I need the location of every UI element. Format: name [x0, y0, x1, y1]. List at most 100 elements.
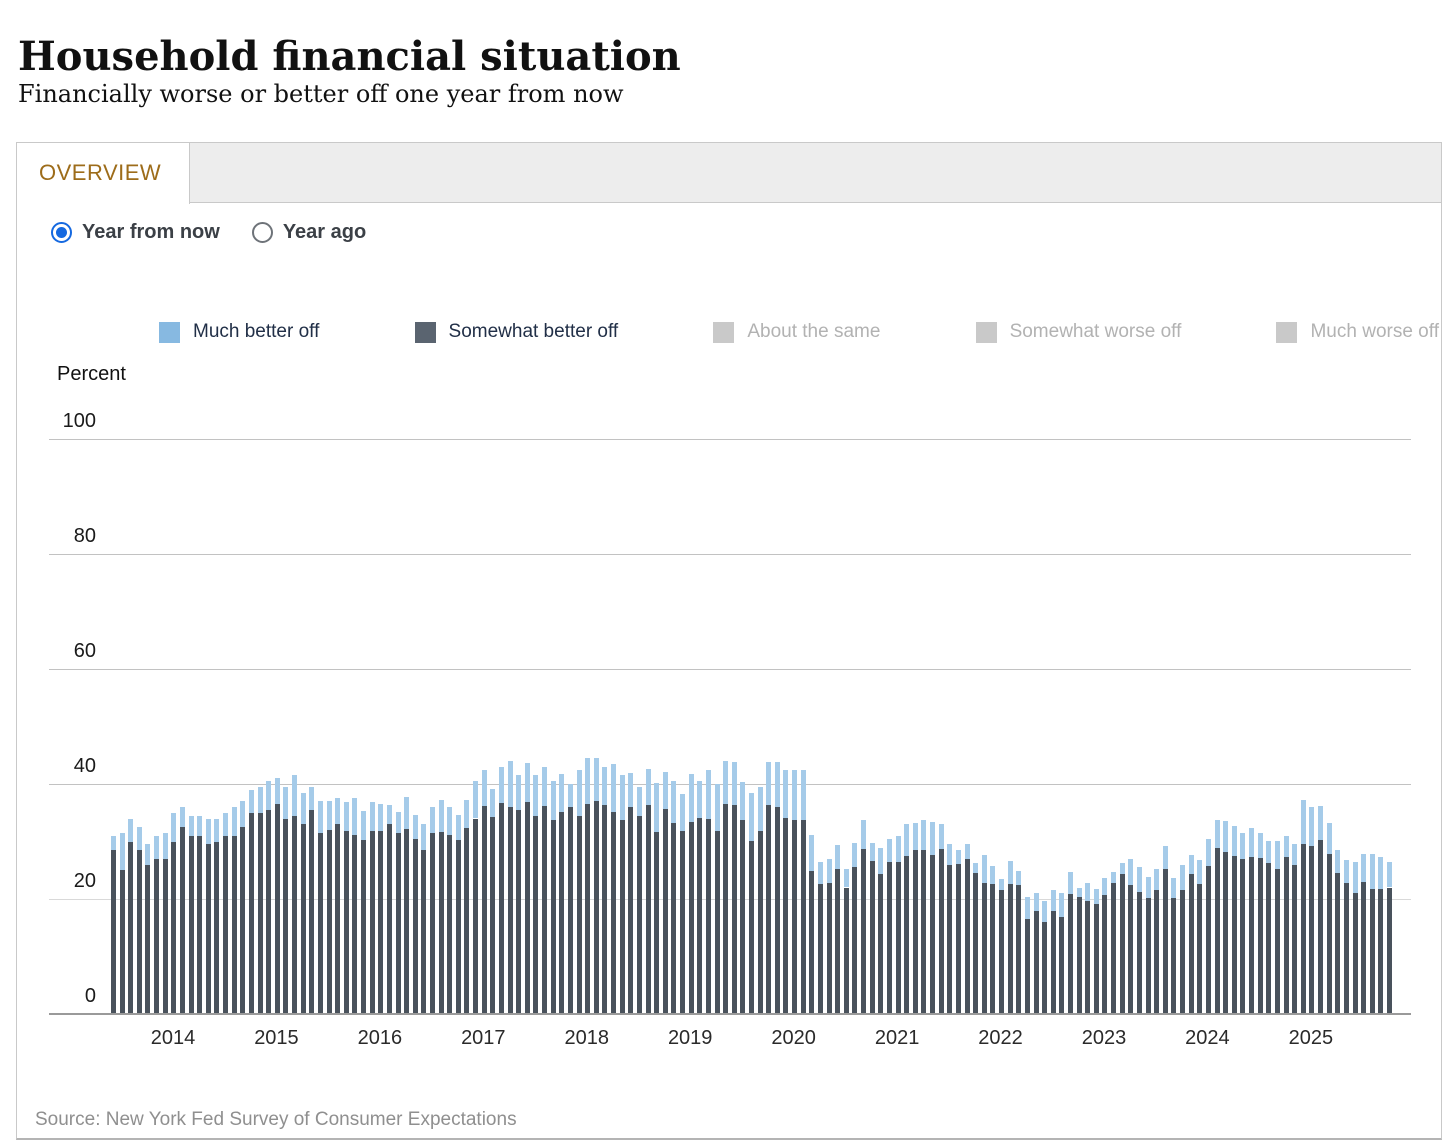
bar-somewhat-better-off[interactable] [619, 819, 625, 1014]
bar-somewhat-better-off[interactable] [455, 840, 461, 1014]
bar-much-better-off[interactable] [861, 820, 867, 849]
bar-somewhat-better-off[interactable] [188, 835, 194, 1014]
bar-somewhat-better-off[interactable] [266, 809, 272, 1014]
bar-somewhat-better-off[interactable] [576, 815, 582, 1014]
bar-somewhat-better-off[interactable] [740, 819, 746, 1014]
bar-much-better-off[interactable] [593, 758, 599, 802]
legend-item-somewhat-better-off[interactable]: Somewhat better off [414, 321, 618, 343]
bar-much-better-off[interactable] [1162, 846, 1168, 869]
bar-much-better-off[interactable] [283, 786, 289, 819]
bar-much-better-off[interactable] [602, 766, 608, 805]
bar-much-better-off[interactable] [636, 787, 642, 817]
bar-somewhat-better-off[interactable] [1024, 918, 1030, 1014]
bar-much-better-off[interactable] [361, 811, 367, 841]
bar-much-better-off[interactable] [214, 818, 220, 842]
bar-somewhat-better-off[interactable] [1171, 898, 1177, 1014]
bar-somewhat-better-off[interactable] [723, 803, 729, 1014]
bar-somewhat-better-off[interactable] [1335, 872, 1341, 1014]
bar-somewhat-better-off[interactable] [757, 830, 763, 1014]
bar-much-better-off[interactable] [697, 781, 703, 818]
bar-somewhat-better-off[interactable] [1180, 889, 1186, 1014]
radio-option-year-ago[interactable]: Year ago [251, 221, 366, 244]
bar-much-better-off[interactable] [757, 786, 763, 831]
bar-much-better-off[interactable] [464, 799, 470, 829]
bar-much-better-off[interactable] [964, 844, 970, 859]
bar-somewhat-better-off[interactable] [1068, 893, 1073, 1014]
bar-much-better-off[interactable] [688, 773, 694, 822]
bar-much-better-off[interactable] [205, 818, 211, 845]
bar-much-better-off[interactable] [826, 859, 832, 883]
bar-much-better-off[interactable] [1154, 869, 1160, 891]
bar-much-better-off[interactable] [179, 807, 185, 828]
bar-somewhat-better-off[interactable] [197, 835, 203, 1014]
bar-much-better-off[interactable] [1387, 862, 1392, 888]
bar-somewhat-better-off[interactable] [248, 812, 254, 1014]
bar-much-better-off[interactable] [576, 769, 582, 816]
bar-much-better-off[interactable] [740, 781, 746, 820]
bar-much-better-off[interactable] [817, 862, 823, 885]
bar-somewhat-better-off[interactable] [1309, 846, 1315, 1014]
bar-much-better-off[interactable] [1059, 892, 1065, 918]
bar-somewhat-better-off[interactable] [214, 841, 220, 1014]
bar-much-better-off[interactable] [550, 780, 556, 821]
bar-somewhat-better-off[interactable] [1050, 910, 1056, 1014]
bar-somewhat-better-off[interactable] [395, 832, 401, 1014]
bar-much-better-off[interactable] [619, 774, 625, 820]
bar-much-better-off[interactable] [438, 799, 444, 832]
bar-much-better-off[interactable] [162, 832, 168, 859]
bar-somewhat-better-off[interactable] [1145, 897, 1151, 1014]
bar-somewhat-better-off[interactable] [533, 816, 539, 1014]
bar-much-better-off[interactable] [1128, 858, 1134, 886]
bar-somewhat-better-off[interactable] [567, 807, 573, 1014]
bar-much-better-off[interactable] [335, 798, 341, 825]
bar-somewhat-better-off[interactable] [662, 809, 668, 1014]
bar-much-better-off[interactable] [1292, 843, 1298, 866]
bar-somewhat-better-off[interactable] [921, 849, 927, 1014]
bar-somewhat-better-off[interactable] [869, 861, 875, 1014]
bar-much-better-off[interactable] [904, 824, 910, 856]
bar-much-better-off[interactable] [1197, 860, 1203, 885]
bar-somewhat-better-off[interactable] [542, 805, 548, 1014]
bar-much-better-off[interactable] [1283, 835, 1289, 858]
bar-somewhat-better-off[interactable] [843, 887, 849, 1014]
bar-much-better-off[interactable] [1076, 887, 1082, 898]
bar-much-better-off[interactable] [792, 769, 798, 821]
bar-somewhat-better-off[interactable] [1076, 897, 1082, 1014]
bar-somewhat-better-off[interactable] [369, 831, 375, 1014]
bar-much-better-off[interactable] [1042, 901, 1048, 922]
bar-much-better-off[interactable] [869, 842, 875, 862]
bar-much-better-off[interactable] [878, 847, 884, 874]
bar-somewhat-better-off[interactable] [1231, 855, 1237, 1014]
bar-much-better-off[interactable] [248, 789, 254, 813]
bar-somewhat-better-off[interactable] [231, 835, 237, 1014]
bar-somewhat-better-off[interactable] [464, 828, 470, 1014]
legend-item-much-worse-off[interactable]: Much worse off [1276, 321, 1439, 343]
bar-much-better-off[interactable] [154, 835, 160, 859]
bar-somewhat-better-off[interactable] [1257, 858, 1263, 1014]
bar-much-better-off[interactable] [421, 824, 427, 850]
bar-somewhat-better-off[interactable] [154, 858, 160, 1014]
bar-somewhat-better-off[interactable] [490, 817, 496, 1014]
bar-much-better-off[interactable] [981, 854, 987, 883]
bar-much-better-off[interactable] [292, 775, 298, 816]
bar-somewhat-better-off[interactable] [878, 873, 884, 1014]
bar-much-better-off[interactable] [1335, 850, 1341, 873]
bar-somewhat-better-off[interactable] [861, 848, 867, 1014]
bar-much-better-off[interactable] [524, 763, 530, 802]
bar-somewhat-better-off[interactable] [352, 834, 358, 1014]
bar-much-better-off[interactable] [1050, 890, 1056, 911]
bar-much-better-off[interactable] [430, 807, 435, 834]
bar-much-better-off[interactable] [481, 769, 487, 806]
bar-somewhat-better-off[interactable] [1223, 852, 1229, 1014]
bar-somewhat-better-off[interactable] [1111, 882, 1117, 1014]
bar-much-better-off[interactable] [1102, 878, 1108, 895]
bar-somewhat-better-off[interactable] [223, 835, 229, 1014]
bar-much-better-off[interactable] [447, 807, 453, 836]
bar-much-better-off[interactable] [723, 761, 729, 804]
bar-much-better-off[interactable] [1214, 820, 1220, 848]
bar-much-better-off[interactable] [1378, 857, 1384, 889]
bar-somewhat-better-off[interactable] [240, 827, 246, 1014]
bar-much-better-off[interactable] [352, 798, 358, 835]
bar-much-better-off[interactable] [455, 815, 461, 841]
bar-somewhat-better-off[interactable] [1318, 840, 1324, 1014]
